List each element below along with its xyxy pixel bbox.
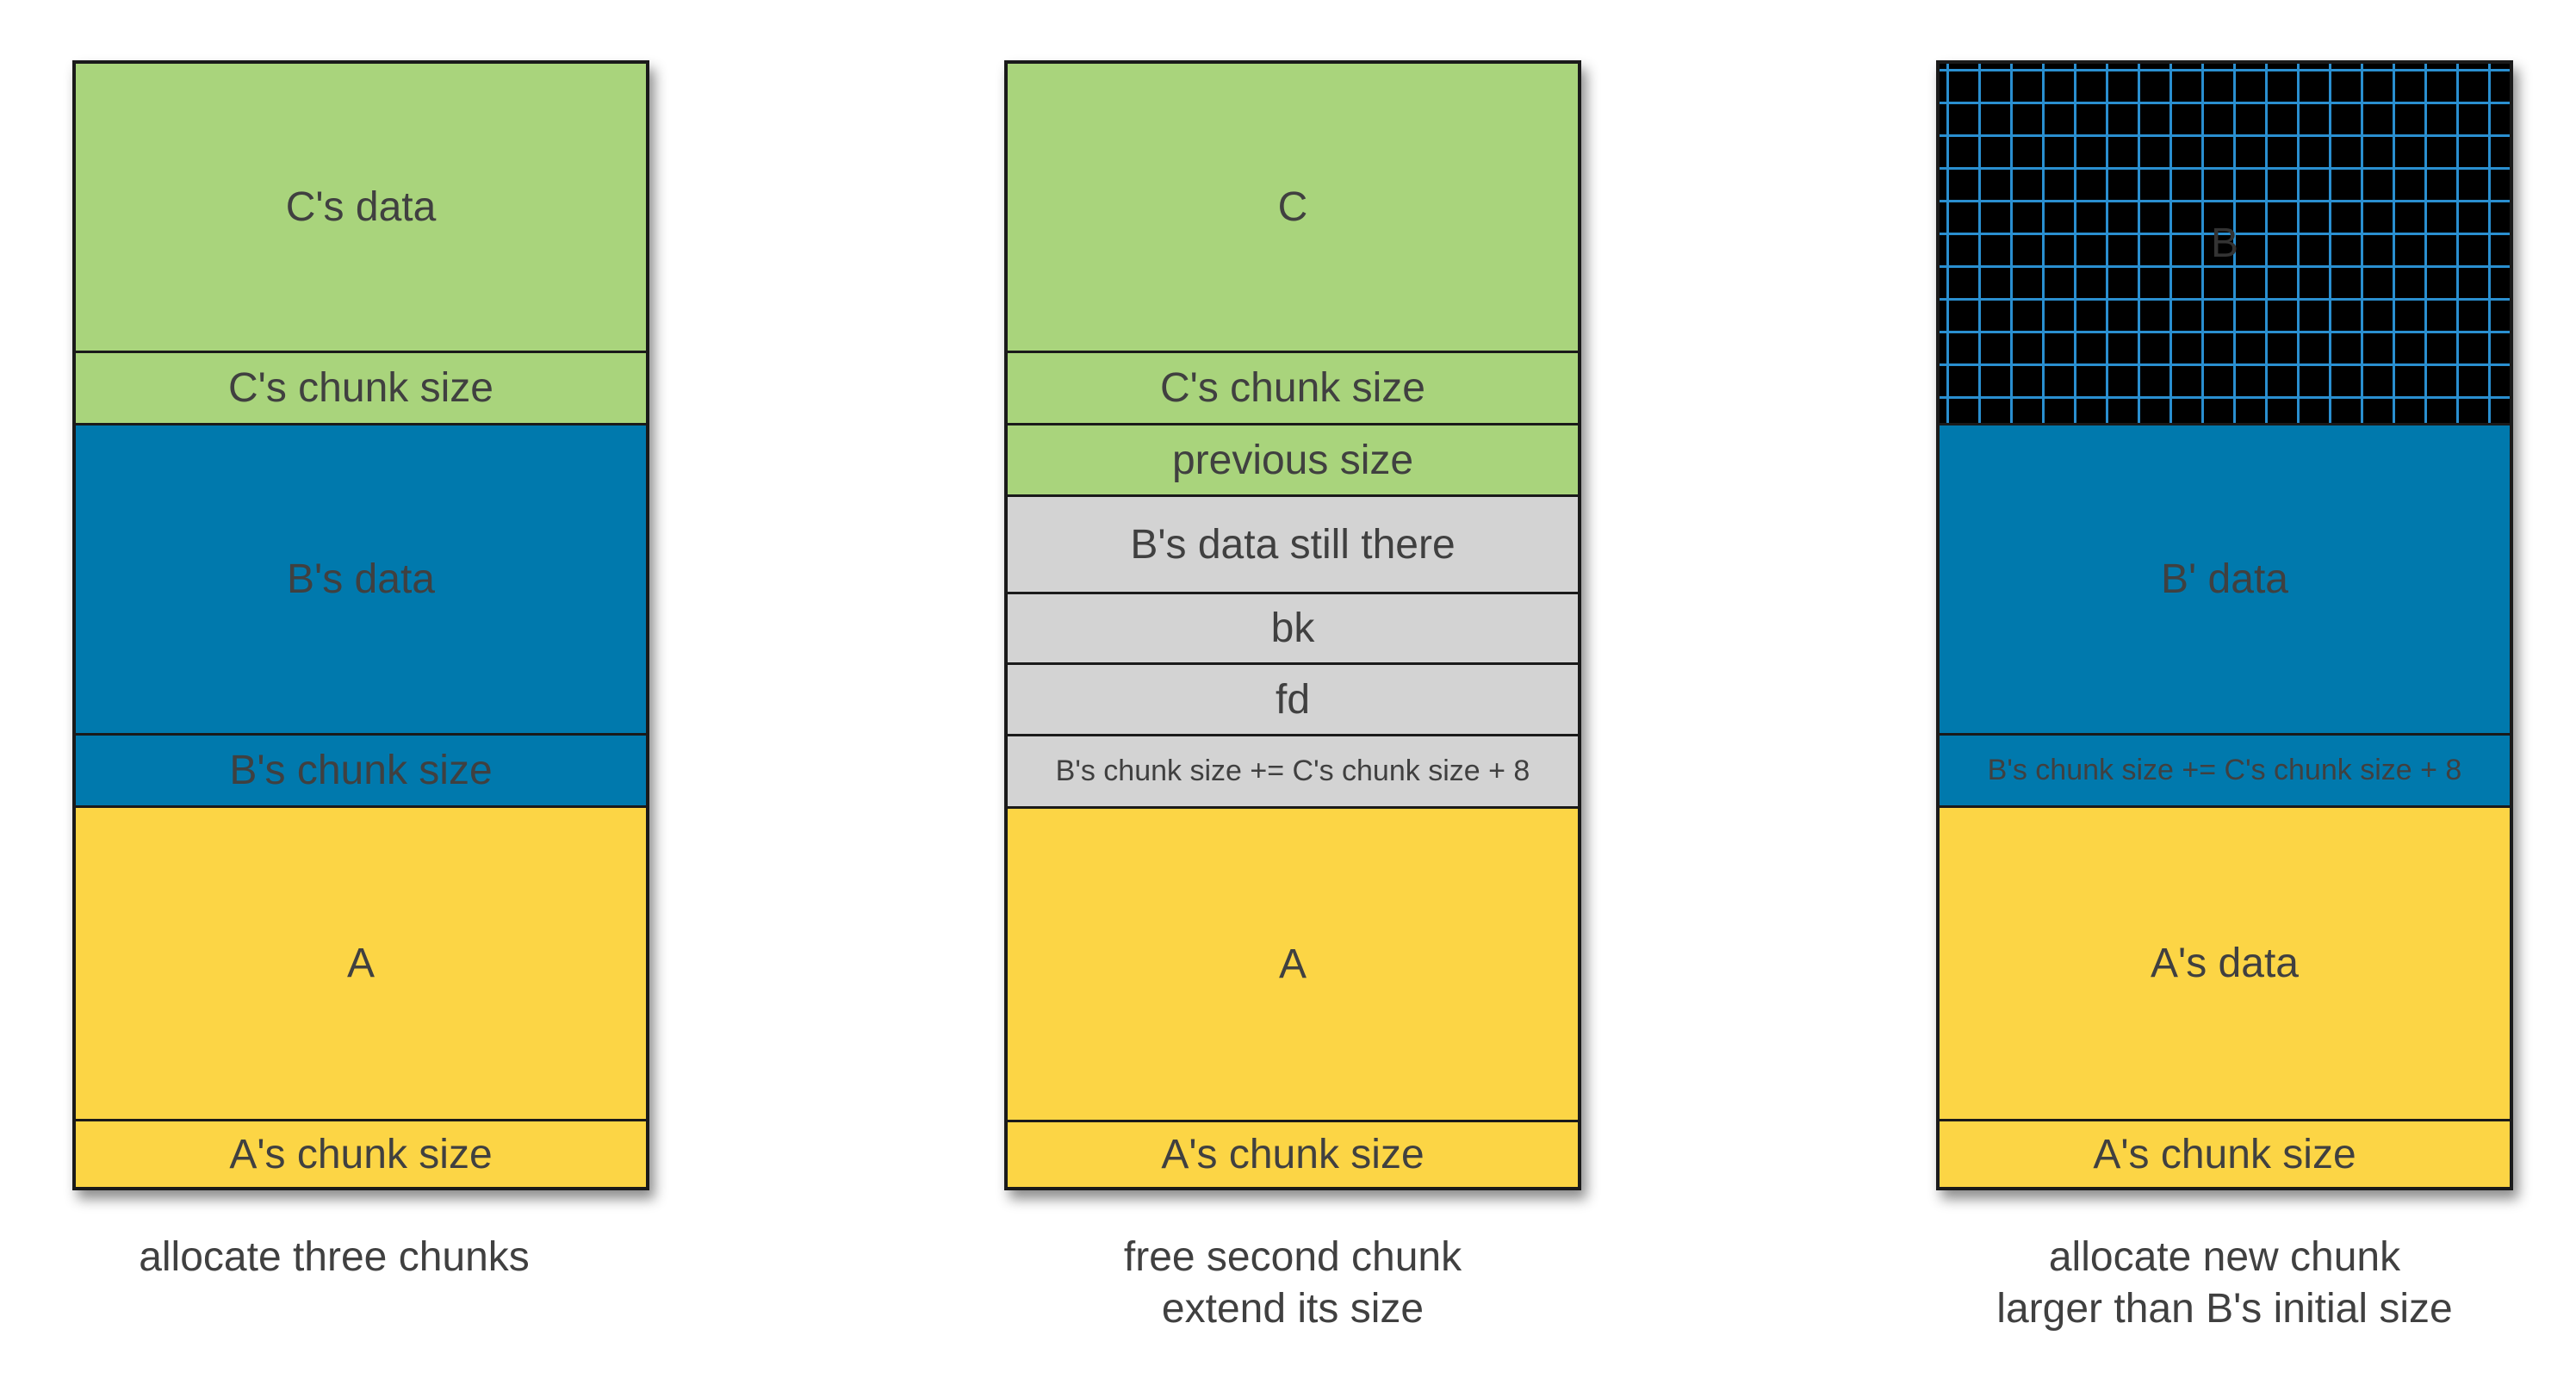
- previous-size-block: previous size: [1008, 425, 1578, 497]
- b-chunk-size-extended-block: B's chunk size += C's chunk size + 8: [1940, 736, 2510, 808]
- caption-line: extend its size: [1161, 1286, 1425, 1332]
- caption-stage-1: allocate three chunks: [7, 1232, 661, 1283]
- caption-line: allocate new chunk: [2048, 1234, 2401, 1280]
- caption-stage-3: allocate new chunk larger than B's initi…: [1897, 1232, 2552, 1335]
- caption-stage-2: free second chunk extend its size: [965, 1232, 1620, 1335]
- c-chunk-size-block: C's chunk size: [76, 353, 646, 425]
- memory-stack-allocate-three-chunks: C's data C's chunk size B's data B's chu…: [72, 60, 649, 1190]
- c-chunk-size-block: C's chunk size: [1008, 353, 1578, 425]
- b-chunk-size-block: B's chunk size: [76, 736, 646, 808]
- a-chunk-size-block: A's chunk size: [76, 1121, 646, 1187]
- b-chunk-size-extended-block: B's chunk size += C's chunk size + 8: [1008, 736, 1578, 809]
- c-block: C: [1008, 64, 1578, 353]
- a-chunk-size-block: A's chunk size: [1008, 1122, 1578, 1187]
- caption-line: free second chunk: [1123, 1234, 1462, 1280]
- a-block: A: [1008, 809, 1578, 1122]
- bk-pointer-block: bk: [1008, 594, 1578, 665]
- caption-line: larger than B's initial size: [1996, 1286, 2453, 1332]
- c-data-block: C's data: [76, 64, 646, 353]
- caption-line: allocate three chunks: [139, 1234, 530, 1280]
- b-data-block: B's data: [76, 425, 646, 736]
- a-data-block: A's data: [1940, 808, 2510, 1121]
- b-prime-data-block: B' data: [1940, 425, 2510, 736]
- a-block: A: [76, 808, 646, 1121]
- a-chunk-size-block: A's chunk size: [1940, 1121, 2510, 1187]
- b-data-still-there-block: B's data still there: [1008, 497, 1578, 594]
- fd-pointer-block: fd: [1008, 665, 1578, 736]
- b-overlap-grid-block: B: [1940, 64, 2510, 425]
- memory-stack-allocate-new-chunk: B B' data B's chunk size += C's chunk si…: [1936, 60, 2513, 1190]
- memory-stack-free-second-chunk: C C's chunk size previous size B's data …: [1004, 60, 1581, 1190]
